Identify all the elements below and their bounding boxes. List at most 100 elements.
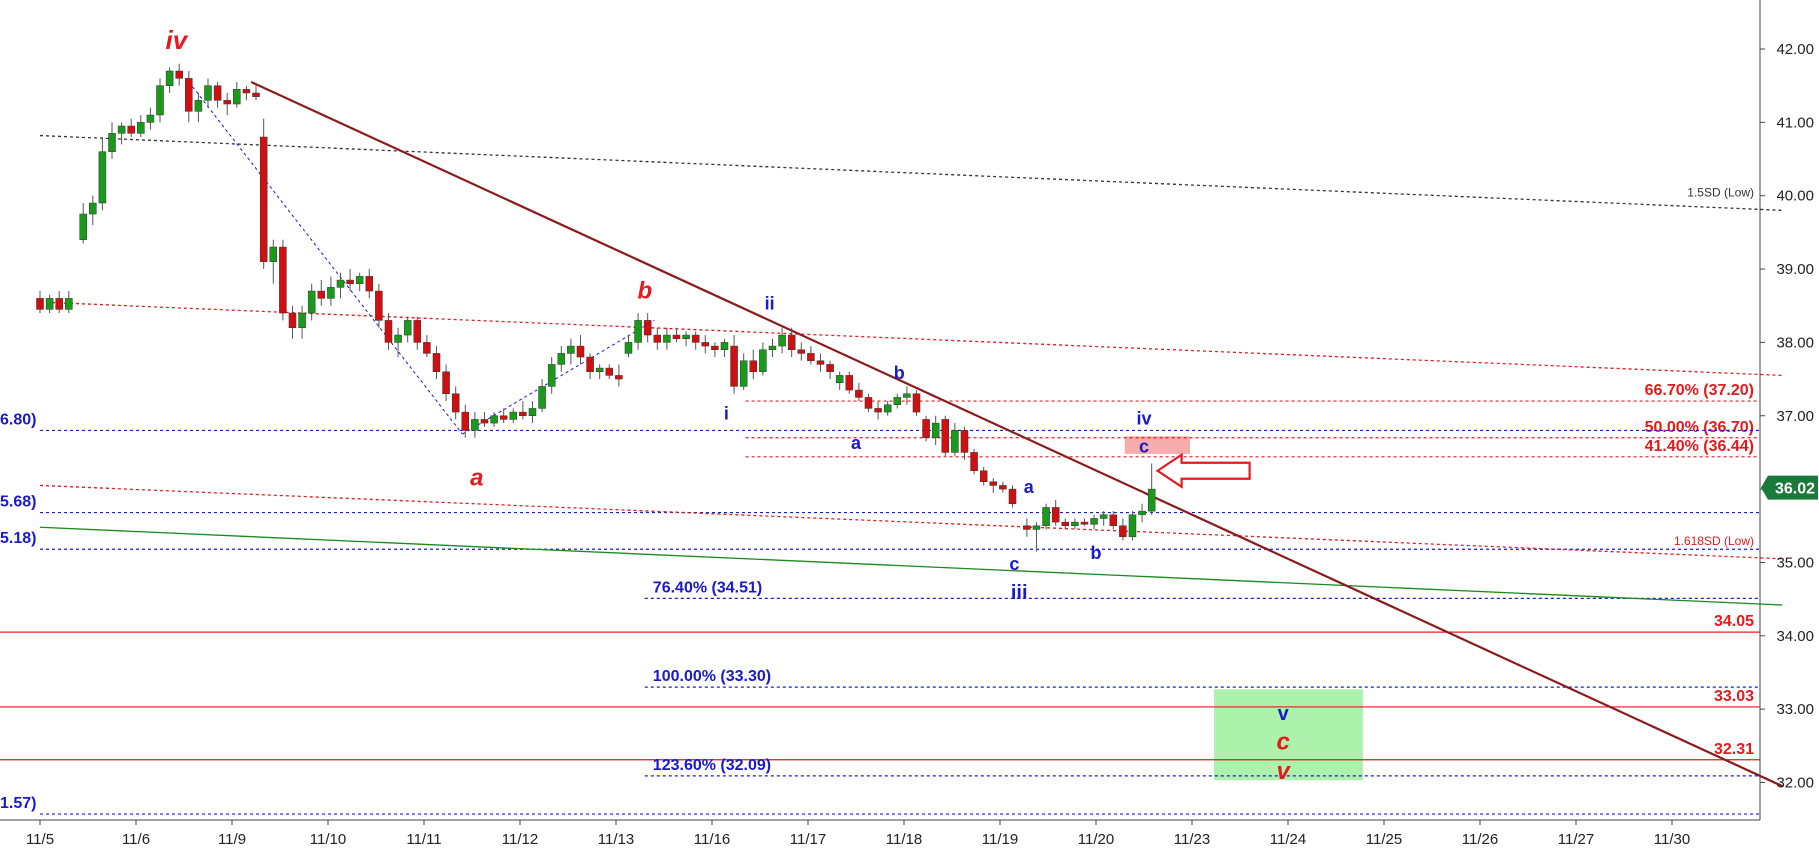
wave-label-10: b — [1091, 543, 1102, 563]
wave-label-1: a — [470, 464, 483, 491]
candle-body-105 — [1051, 507, 1060, 523]
candle-body-17 — [204, 85, 212, 101]
wave-label-9: iii — [1011, 582, 1028, 604]
candle-body-78 — [787, 334, 796, 350]
candle-body-35 — [375, 290, 383, 321]
candle-body-37 — [394, 334, 402, 343]
candle-body-88 — [883, 404, 892, 413]
candle-body-92 — [922, 419, 930, 439]
y-tick-label-7: 35.00 — [1776, 554, 1814, 571]
trend-label-0: 1.5SD (Low) — [1687, 185, 1754, 199]
candle-body-62 — [634, 320, 642, 343]
x-tick-label-7: 11/16 — [694, 831, 730, 848]
candle-body-89 — [893, 397, 902, 405]
y-tick-label-2: 40.00 — [1776, 188, 1814, 205]
candle-body-79 — [797, 349, 806, 354]
wave-label-2: b — [637, 277, 652, 304]
candle-body-100 — [999, 485, 1007, 490]
pointer-arrow — [1155, 452, 1251, 489]
trend-label-2: 1.618SD (Low) — [1674, 534, 1754, 548]
x-tick-label-6: 11/13 — [598, 831, 634, 848]
trend-line-5 — [188, 81, 463, 435]
candle-body-26 — [288, 312, 297, 328]
level-label-1: 33.03 — [1714, 688, 1754, 705]
candle-body-46 — [480, 419, 489, 424]
candle-body-70 — [711, 345, 719, 350]
trend-line-0 — [39, 134, 1783, 212]
candle-body-64 — [653, 334, 662, 343]
candle-body-49 — [509, 411, 518, 420]
candle-body-12 — [156, 85, 164, 116]
candle-body-18 — [213, 85, 222, 101]
x-tick-label-17: 11/30 — [1654, 831, 1690, 848]
x-tick-label-5: 11/12 — [502, 831, 538, 848]
candle-body-108 — [1080, 521, 1089, 525]
x-tick-label-15: 11/26 — [1462, 831, 1498, 848]
trend-line-1 — [39, 301, 1783, 377]
x-tick-label-10: 11/19 — [982, 831, 1018, 848]
candle-body-76 — [768, 345, 777, 350]
candle-body-90 — [903, 393, 911, 398]
level-label-7: 100.00% (33.30) — [653, 668, 771, 685]
candle-body-106 — [1061, 521, 1070, 527]
candle-body-99 — [989, 481, 998, 486]
candle-body-98 — [979, 470, 988, 483]
candle-body-38 — [403, 320, 412, 336]
candle-body-102 — [1023, 525, 1031, 530]
candle-body-74 — [749, 360, 758, 372]
y-tick-label-5: 37.00 — [1776, 408, 1814, 425]
candle-body-48 — [499, 415, 508, 420]
candle-body-86 — [864, 397, 873, 409]
level-label-10: 5.68) — [0, 494, 36, 511]
y-tick-label-0: 42.00 — [1776, 41, 1814, 58]
x-tick-label-3: 11/10 — [310, 831, 346, 848]
y-tick-label-8: 34.00 — [1776, 628, 1814, 645]
candle-body-43 — [451, 393, 460, 413]
y-tick-label-1: 41.00 — [1776, 114, 1814, 131]
wave-label-7: a — [1024, 477, 1035, 497]
candle-body-41 — [432, 353, 441, 372]
candle-body-7 — [108, 133, 116, 152]
wave-label-15: v — [1277, 758, 1292, 785]
candle-body-63 — [643, 320, 652, 336]
candle-body-54 — [557, 353, 566, 365]
candle-body-36 — [384, 320, 393, 343]
x-tick-label-2: 11/9 — [218, 831, 246, 848]
candle-body-77 — [778, 334, 786, 347]
last-price-tag — [1761, 475, 1818, 500]
candle-body-53 — [547, 364, 556, 387]
candle-body-67 — [682, 334, 690, 339]
level-label-8: 123.60% (32.09) — [653, 757, 771, 774]
candle-body-60 — [615, 375, 623, 380]
x-tick-label-14: 11/25 — [1366, 831, 1402, 848]
x-tick-label-1: 11/6 — [122, 831, 150, 848]
y-tick-label-4: 38.00 — [1776, 334, 1814, 351]
candle-body-32 — [346, 279, 354, 284]
levels-layer: 34.05 33.03 32.31 66.70% (37.20) 50.00% (36.… — [0, 382, 1760, 815]
candle-body-4 — [79, 213, 87, 240]
candle-body-69 — [701, 342, 710, 347]
candle-body-57 — [586, 356, 594, 372]
x-tick-label-0: 11/5 — [26, 831, 54, 848]
candle-body-107 — [1071, 521, 1079, 527]
wave-label-0: iv — [165, 25, 188, 55]
candle-body-33 — [355, 276, 364, 284]
candle-body-103 — [1032, 525, 1041, 530]
y-tick-label-10: 32.00 — [1776, 775, 1814, 792]
level-label-12: 1.57) — [0, 795, 36, 812]
candle-body-31 — [336, 279, 345, 288]
x-tick-label-13: 11/24 — [1270, 831, 1306, 848]
y-tick-label-3: 39.00 — [1776, 261, 1814, 278]
candle-body-13 — [165, 70, 174, 86]
candle-body-58 — [595, 367, 604, 372]
candle-body-24 — [269, 246, 278, 262]
x-tick-label-8: 11/17 — [790, 831, 826, 848]
x-tick-label-11: 11/20 — [1078, 831, 1114, 848]
candle-body-81 — [816, 360, 825, 365]
candle-body-11 — [146, 114, 155, 123]
candle-body-61 — [624, 342, 633, 354]
candle-body-114 — [1138, 510, 1146, 516]
